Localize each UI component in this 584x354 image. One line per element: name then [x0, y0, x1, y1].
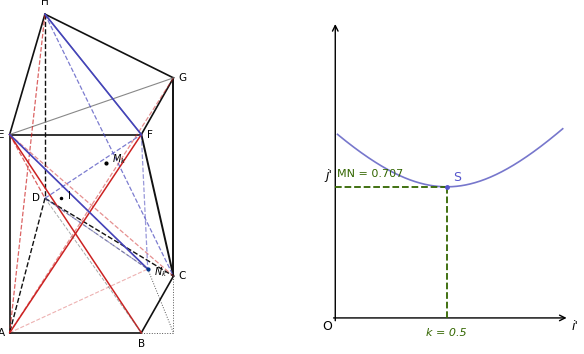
Text: E: E — [0, 130, 5, 139]
Text: O: O — [322, 320, 332, 333]
Text: B: B — [138, 339, 145, 349]
Text: k = 0.5: k = 0.5 — [426, 328, 467, 338]
Text: S: S — [453, 171, 461, 184]
Text: j': j' — [325, 169, 332, 182]
Text: C: C — [179, 271, 186, 281]
Text: A: A — [0, 328, 5, 338]
Text: $M_k$: $M_k$ — [112, 153, 126, 166]
Text: MN = 0.707: MN = 0.707 — [338, 170, 404, 179]
Text: D: D — [32, 193, 40, 203]
Text: G: G — [178, 73, 186, 83]
Text: H: H — [41, 0, 49, 7]
Text: $N_k$: $N_k$ — [154, 266, 167, 279]
Text: i': i' — [572, 320, 579, 333]
Text: I: I — [68, 192, 71, 201]
Text: F: F — [147, 130, 153, 139]
